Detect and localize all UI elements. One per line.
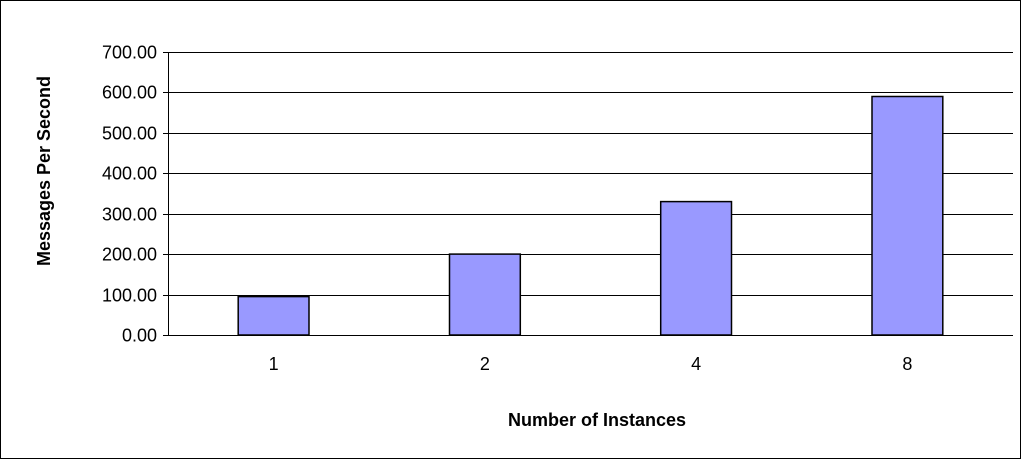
bars bbox=[238, 97, 943, 336]
y-tick-label: 200.00 bbox=[102, 245, 157, 265]
bar-1 bbox=[238, 297, 309, 335]
x-tick-labels: 1 2 4 8 bbox=[269, 354, 913, 374]
y-tick-label: 100.00 bbox=[102, 286, 157, 306]
y-tick-label: 300.00 bbox=[102, 205, 157, 225]
bar-2 bbox=[450, 254, 521, 335]
x-tick-label: 1 bbox=[269, 354, 279, 374]
y-tick-label: 600.00 bbox=[102, 83, 157, 103]
y-tick-labels: 0.00 100.00 200.00 300.00 400.00 500.00 600.00… bbox=[102, 43, 157, 346]
x-axis-title: Number of Instances bbox=[508, 410, 686, 430]
y-tick-label: 700.00 bbox=[102, 43, 157, 63]
y-tick-label: 500.00 bbox=[102, 124, 157, 144]
y-tick-label: 400.00 bbox=[102, 164, 157, 184]
y-tick-label: 0.00 bbox=[122, 326, 157, 346]
bar-4 bbox=[661, 202, 732, 335]
x-tick-label: 8 bbox=[902, 354, 912, 374]
x-tick-label: 2 bbox=[480, 354, 490, 374]
x-tick-label: 4 bbox=[691, 354, 701, 374]
y-axis-title: Messages Per Second bbox=[34, 76, 54, 266]
bar-8 bbox=[872, 97, 943, 336]
